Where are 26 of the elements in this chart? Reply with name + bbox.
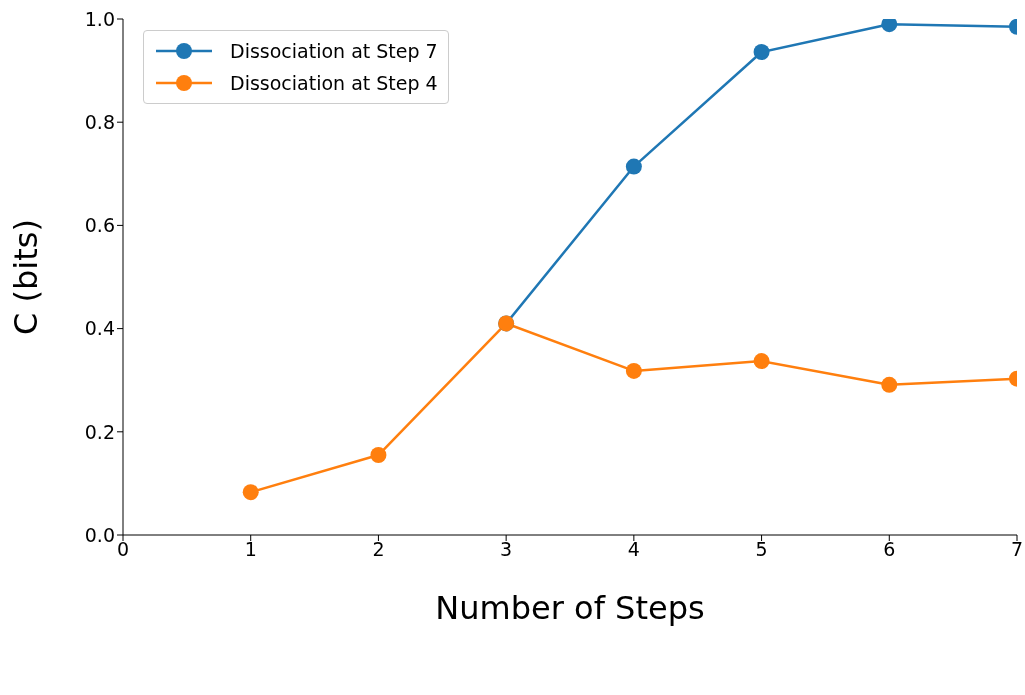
y-tick-label: 0.4 bbox=[84, 317, 115, 340]
point bbox=[625, 362, 642, 379]
x-tick-label: 0 bbox=[116, 538, 130, 561]
x-tick-label: 4 bbox=[627, 538, 640, 561]
point bbox=[753, 44, 770, 61]
y-tick-label: 0.8 bbox=[84, 110, 115, 133]
y-tick-label: 0.6 bbox=[84, 214, 115, 237]
point bbox=[370, 447, 387, 464]
x-tick-label: 3 bbox=[500, 538, 513, 561]
point bbox=[881, 19, 898, 33]
point bbox=[753, 353, 770, 370]
y-tick-label: 1.0 bbox=[84, 7, 115, 30]
point bbox=[242, 484, 259, 501]
x-tick-label: 1 bbox=[244, 538, 257, 561]
legend-label: Dissociation at Step 4 bbox=[230, 71, 438, 96]
x-tick-label: 5 bbox=[755, 538, 768, 561]
y-tick-label: 0.2 bbox=[84, 420, 115, 443]
point bbox=[881, 376, 898, 393]
legend-label: Dissociation at Step 7 bbox=[230, 39, 438, 64]
x-tick-label: 7 bbox=[1010, 538, 1024, 561]
y-tick-label: 0.0 bbox=[84, 523, 115, 546]
x-tick-label: 6 bbox=[883, 538, 896, 561]
x-tick-label: 2 bbox=[372, 538, 385, 561]
x-axis-title: Number of Steps bbox=[435, 589, 705, 627]
point bbox=[625, 158, 642, 175]
y-axis-title: C (bits) bbox=[7, 219, 46, 335]
